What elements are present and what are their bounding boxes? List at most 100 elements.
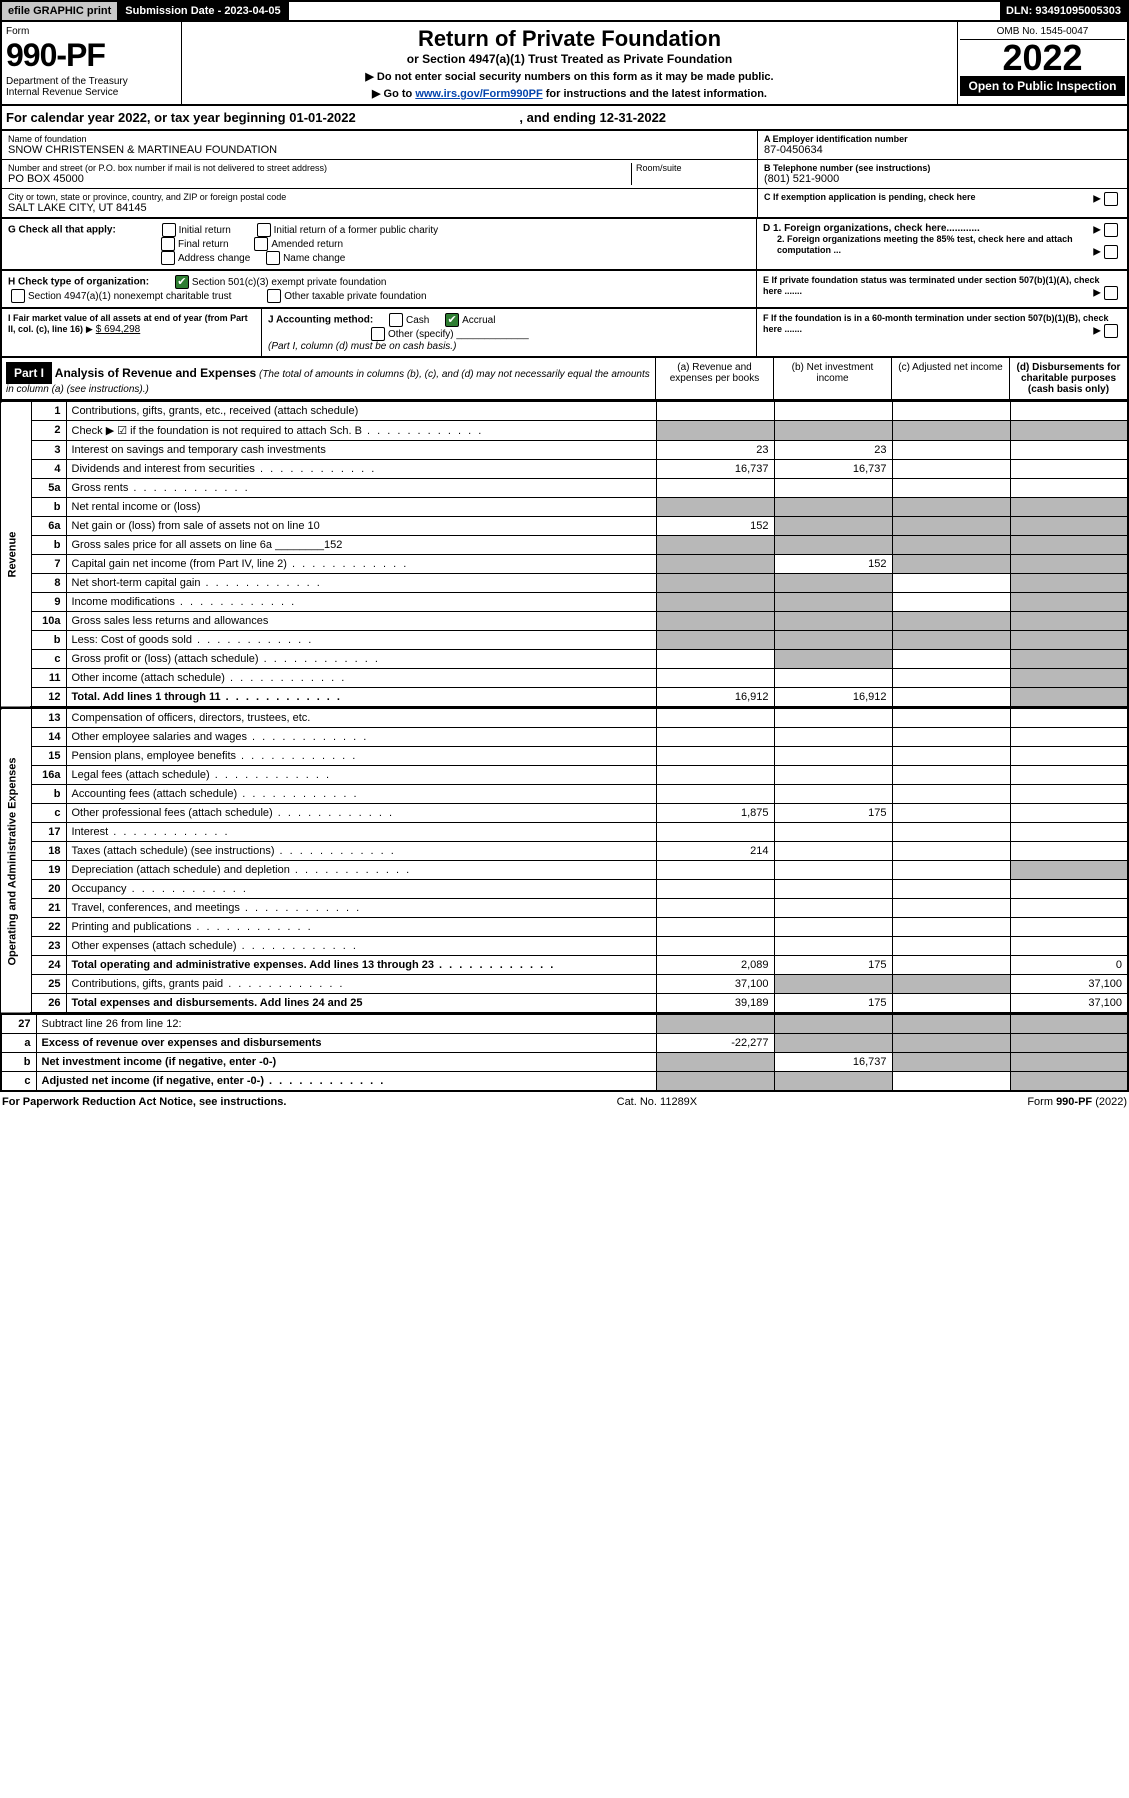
other-method-checkbox[interactable] — [371, 327, 385, 341]
table-row: cAdjusted net income (if negative, enter… — [1, 1072, 1128, 1092]
amount-col-b — [774, 709, 892, 728]
instructions-link[interactable]: www.irs.gov/Form990PF — [415, 88, 542, 100]
amount-col-a — [656, 421, 774, 441]
h-section: H Check type of organization: Section 50… — [2, 271, 757, 307]
form-number: 990-PF — [6, 37, 177, 74]
amount-col-d — [1010, 937, 1128, 956]
amount-col-c — [892, 669, 1010, 688]
info-grid: Name of foundation SNOW CHRISTENSEN & MA… — [0, 131, 1129, 219]
footer: For Paperwork Reduction Act Notice, see … — [0, 1092, 1129, 1112]
amount-col-a: 16,737 — [656, 460, 774, 479]
amount-col-a: 1,875 — [656, 804, 774, 823]
address-change-checkbox[interactable] — [161, 251, 175, 265]
amount-col-c — [892, 460, 1010, 479]
amount-col-a — [656, 747, 774, 766]
table-row: 9Income modifications — [1, 593, 1128, 612]
line-description: Contributions, gifts, grants, etc., rece… — [66, 402, 656, 421]
line-number: 25 — [31, 975, 66, 994]
c-checkbox[interactable] — [1104, 192, 1118, 206]
part1-badge: Part I — [6, 362, 52, 384]
initial-former-checkbox[interactable] — [257, 223, 271, 237]
amount-col-a — [656, 1015, 774, 1034]
table-row: aExcess of revenue over expenses and dis… — [1, 1034, 1128, 1053]
line-number: 13 — [31, 709, 66, 728]
amount-col-d — [1010, 593, 1128, 612]
table-row: 6aNet gain or (loss) from sale of assets… — [1, 517, 1128, 536]
line-description: Contributions, gifts, grants paid — [66, 975, 656, 994]
4947a1-checkbox[interactable] — [11, 289, 25, 303]
line-description: Net rental income or (loss) — [66, 498, 656, 517]
f-checkbox[interactable] — [1104, 324, 1118, 338]
amount-col-b — [774, 669, 892, 688]
amount-col-d — [1010, 861, 1128, 880]
other-taxable-checkbox[interactable] — [267, 289, 281, 303]
amount-col-a: 152 — [656, 517, 774, 536]
amount-col-d — [1010, 536, 1128, 555]
c-cell: C If exemption application is pending, c… — [758, 189, 1127, 206]
amended-return-checkbox[interactable] — [254, 237, 268, 251]
amount-col-a — [656, 574, 774, 593]
f-section: F If the foundation is in a 60-month ter… — [757, 309, 1127, 356]
amount-col-c — [892, 1015, 1010, 1034]
form-title: Return of Private Foundation — [190, 26, 949, 52]
line-number: 12 — [31, 688, 66, 708]
amount-col-c — [892, 994, 1010, 1014]
amount-col-d — [1010, 709, 1128, 728]
amount-col-a — [656, 823, 774, 842]
table-row: 17Interest — [1, 823, 1128, 842]
line-description: Interest — [66, 823, 656, 842]
foundation-name: SNOW CHRISTENSEN & MARTINEAU FOUNDATION — [8, 144, 751, 156]
line-number: 20 — [31, 880, 66, 899]
amount-col-c — [892, 785, 1010, 804]
amount-col-c — [892, 593, 1010, 612]
amount-col-a — [656, 593, 774, 612]
g-opt-2: Final return — [178, 239, 229, 250]
line-number: 15 — [31, 747, 66, 766]
instr2-post: for instructions and the latest informat… — [543, 88, 767, 100]
amount-col-c — [892, 574, 1010, 593]
amount-col-b — [774, 918, 892, 937]
efile-label[interactable]: efile GRAPHIC print — [2, 2, 119, 20]
amount-col-b — [774, 1034, 892, 1053]
h-opt2: Section 4947(a)(1) nonexempt charitable … — [28, 291, 231, 302]
line-number: 7 — [31, 555, 66, 574]
amount-col-c — [892, 612, 1010, 631]
line-number: c — [31, 804, 66, 823]
table-row: 12Total. Add lines 1 through 1116,91216,… — [1, 688, 1128, 708]
line-number: 19 — [31, 861, 66, 880]
j-cash: Cash — [406, 315, 429, 326]
amount-col-a — [656, 1072, 774, 1092]
table-row: bNet rental income or (loss) — [1, 498, 1128, 517]
final-return-checkbox[interactable] — [161, 237, 175, 251]
col-b-header: (b) Net investment income — [773, 358, 891, 399]
name-change-checkbox[interactable] — [266, 251, 280, 265]
d1-checkbox[interactable] — [1104, 223, 1118, 237]
line-number: 18 — [31, 842, 66, 861]
amount-col-d: 37,100 — [1010, 994, 1128, 1014]
amount-col-b: 175 — [774, 956, 892, 975]
d2-checkbox[interactable] — [1104, 245, 1118, 259]
amount-col-b — [774, 631, 892, 650]
e-checkbox[interactable] — [1104, 286, 1118, 300]
cash-checkbox[interactable] — [389, 313, 403, 327]
revenue-table: Revenue1Contributions, gifts, grants, et… — [0, 401, 1129, 708]
section-sidebar: Operating and Administrative Expenses — [1, 709, 31, 1014]
amount-col-c — [892, 441, 1010, 460]
amount-col-c — [892, 650, 1010, 669]
initial-return-checkbox[interactable] — [162, 223, 176, 237]
amount-col-c — [892, 861, 1010, 880]
line-description: Taxes (attach schedule) (see instruction… — [66, 842, 656, 861]
accrual-checkbox[interactable] — [445, 313, 459, 327]
501c3-checkbox[interactable] — [175, 275, 189, 289]
amount-col-c — [892, 1072, 1010, 1092]
addr-cell: Number and street (or P.O. box number if… — [2, 160, 757, 189]
j-other: Other (specify) — [388, 329, 454, 340]
amount-col-d — [1010, 842, 1128, 861]
table-row: 16aLegal fees (attach schedule) — [1, 766, 1128, 785]
section-sidebar: Revenue — [1, 402, 31, 708]
dept-label: Department of the Treasury Internal Reve… — [6, 76, 177, 98]
amount-col-a — [656, 1053, 774, 1072]
line-number: 6a — [31, 517, 66, 536]
amount-col-d — [1010, 612, 1128, 631]
line-number: 10a — [31, 612, 66, 631]
